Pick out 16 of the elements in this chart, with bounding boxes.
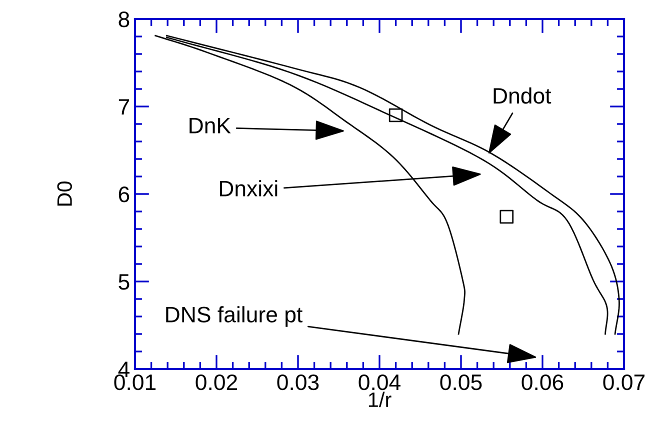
y-axis-title: D0 [57, 182, 72, 206]
annotation: DNS failure pt [166, 306, 302, 327]
annotation: Dndot [494, 87, 552, 104]
x-tick-label: 0.04 [358, 374, 400, 390]
y-tick-label: 8 [118, 12, 130, 28]
y-tick-label: 7 [118, 99, 130, 115]
y-tick-label: 5 [118, 274, 130, 290]
x-tick-label: 0.02 [196, 374, 238, 390]
annotation: Dnxixi [220, 180, 278, 196]
x-tick-label: 0.07 [603, 374, 645, 390]
x-tick-label: 0.03 [277, 374, 319, 390]
x-tick-label: 0.05 [440, 374, 482, 390]
x-axis-title: 1/r [368, 392, 392, 408]
annotation: DnK [190, 118, 231, 134]
y-tick-label: 6 [118, 186, 130, 202]
x-tick-label: 0.06 [522, 374, 564, 390]
